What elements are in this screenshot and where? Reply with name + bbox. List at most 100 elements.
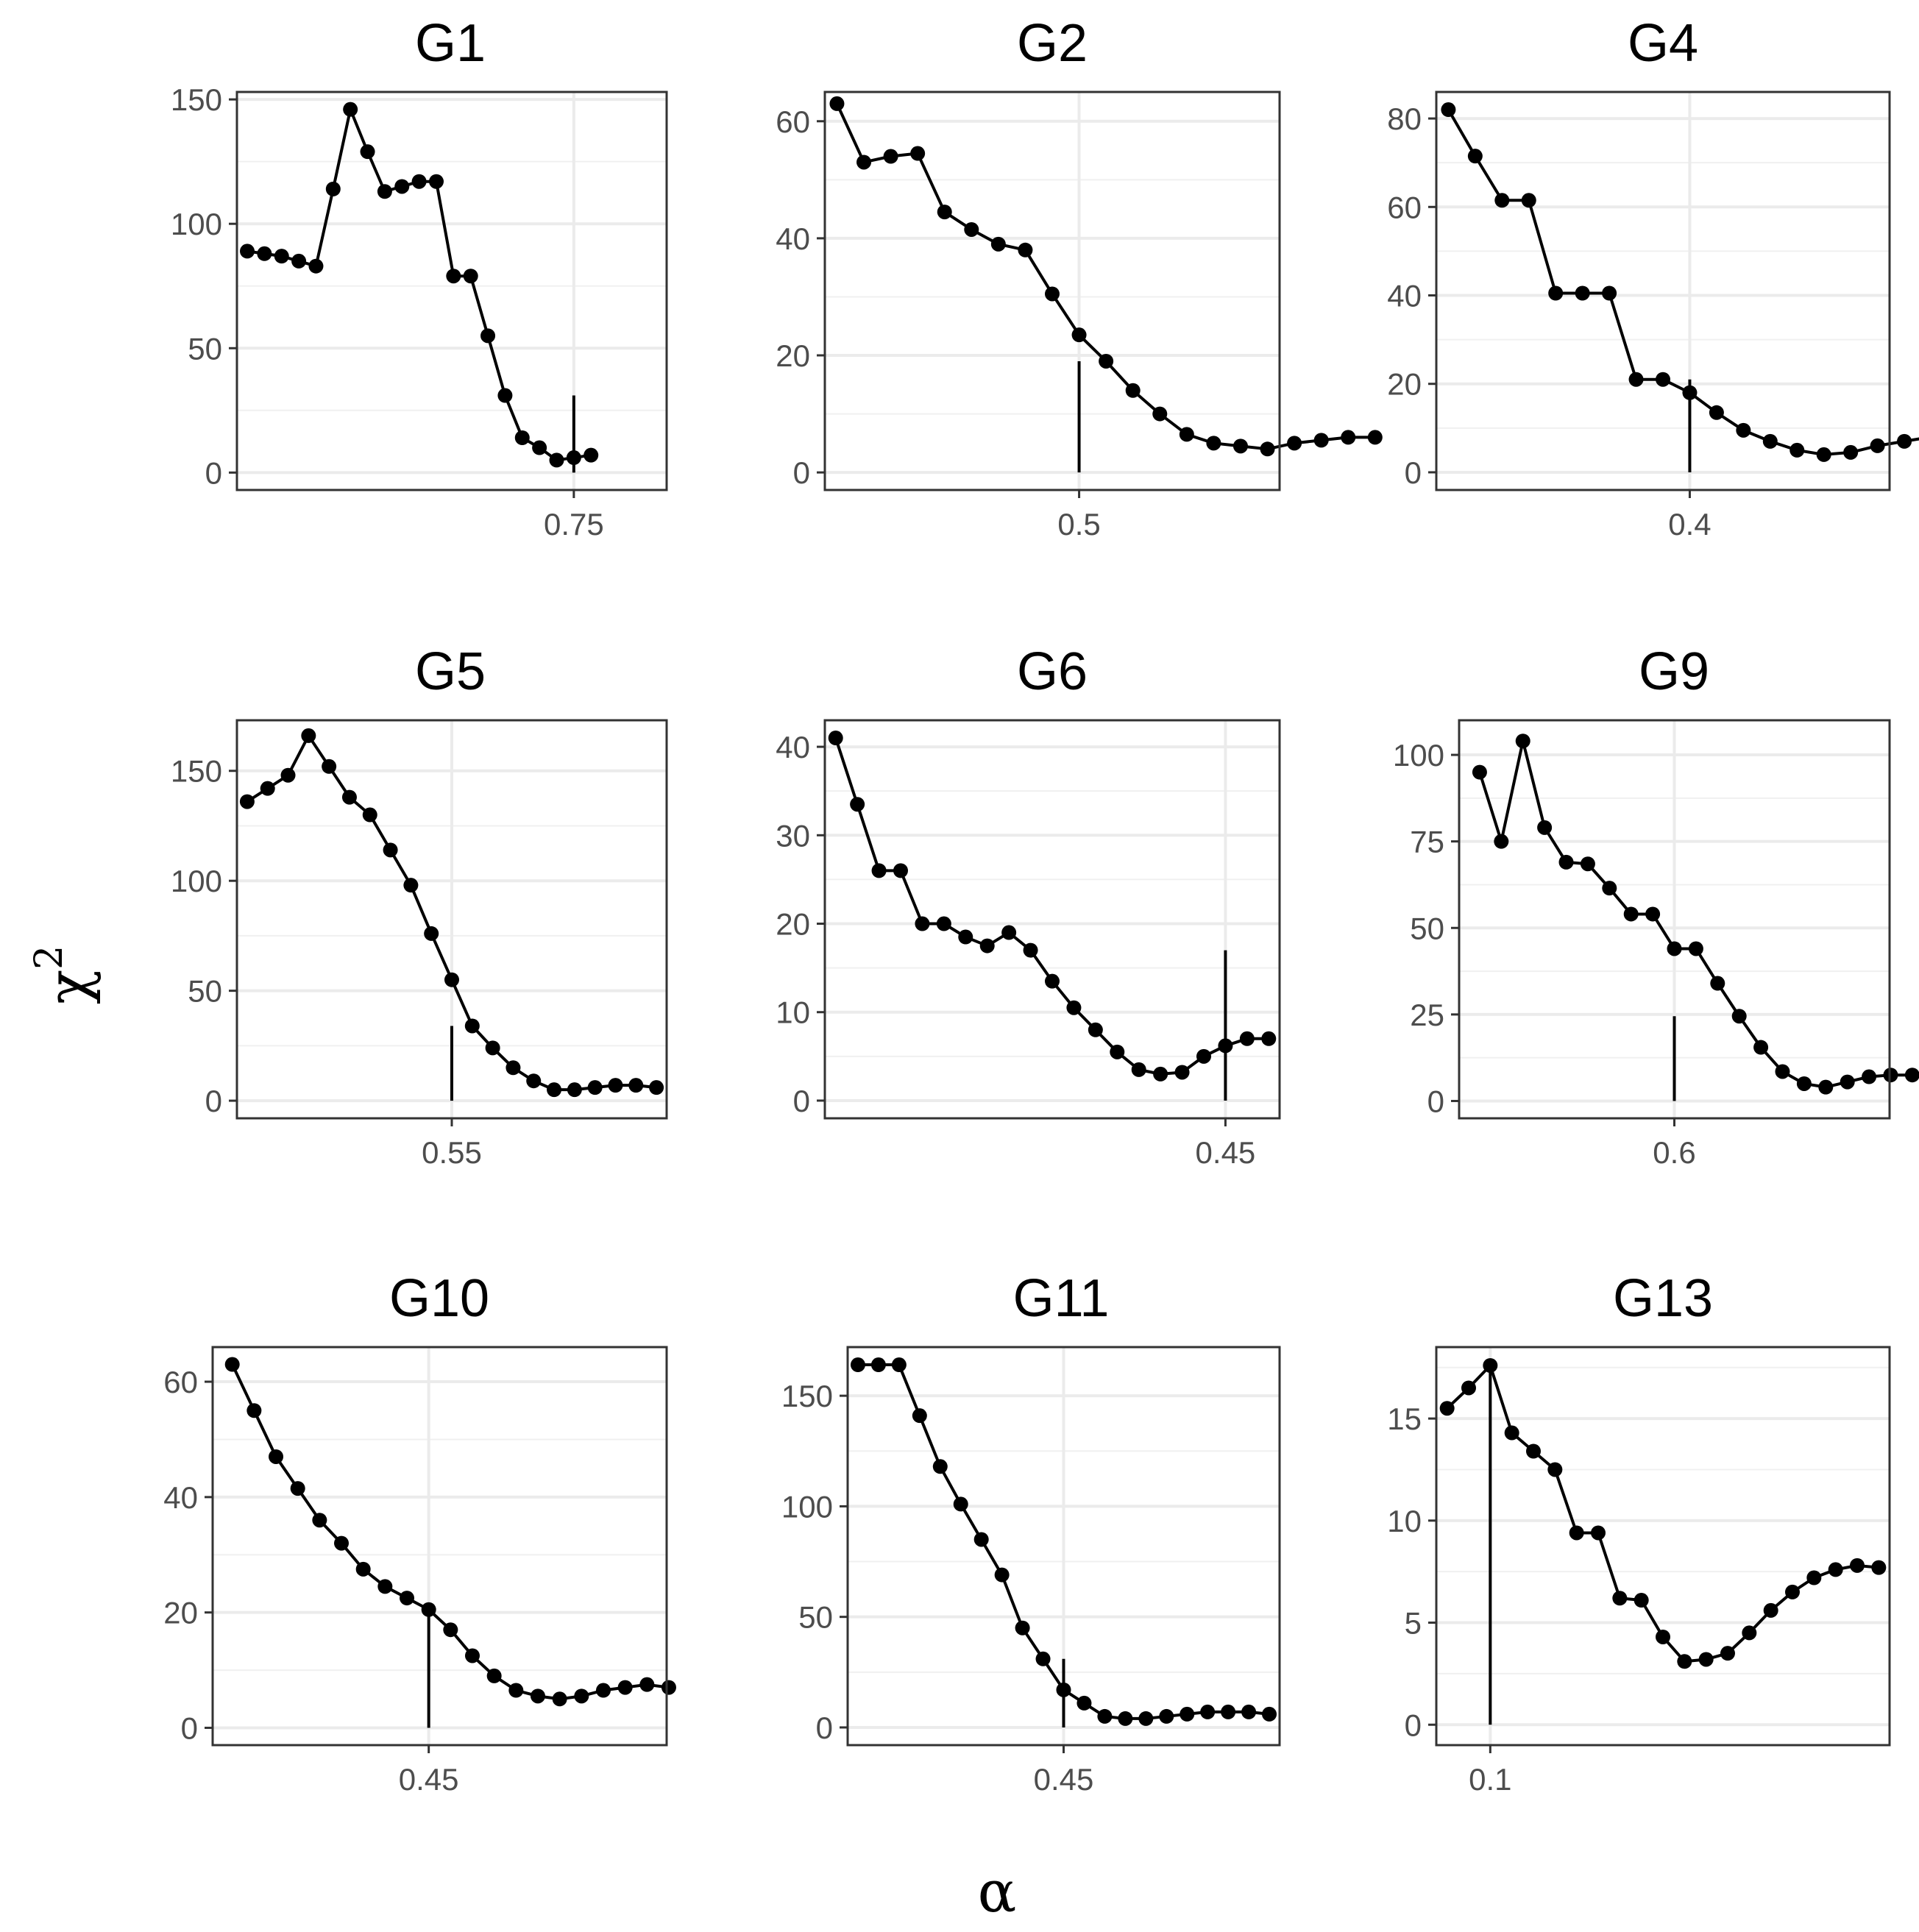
y-axis-title: χ2	[27, 945, 102, 1004]
data-point	[1796, 1076, 1812, 1091]
data-point	[508, 1683, 524, 1698]
data-point	[595, 1683, 611, 1698]
data-point	[290, 1481, 305, 1496]
data-point	[1494, 193, 1510, 208]
data-point	[394, 179, 410, 194]
data-point	[1667, 941, 1682, 956]
panel-g1: G1 0 50 100 150 0.75	[171, 14, 668, 541]
data-point	[1313, 433, 1329, 448]
data-point	[1785, 1584, 1800, 1599]
data-point	[958, 929, 973, 945]
panel-title: G13	[1613, 1269, 1713, 1328]
y-tick-label: 0	[181, 1711, 198, 1745]
data-point	[661, 1680, 676, 1695]
panel-background	[1436, 92, 1890, 490]
data-point	[1483, 1357, 1498, 1373]
data-point	[325, 181, 341, 196]
x-tick-label: 0.45	[399, 1762, 459, 1797]
panel-background	[825, 720, 1280, 1118]
panel-title: G11	[1013, 1269, 1110, 1328]
data-point	[1897, 433, 1912, 449]
y-tick-label: 0	[793, 1084, 810, 1118]
y-tick-label: 150	[171, 754, 222, 789]
data-point	[1232, 438, 1248, 454]
y-tick-label: 150	[171, 82, 222, 117]
data-point	[400, 1591, 415, 1606]
panel-title: G6	[1017, 642, 1088, 701]
y-axis-title-superscript: 2	[27, 945, 71, 970]
data-point	[1260, 441, 1275, 457]
y-tick-label: 0	[1405, 455, 1422, 490]
panel-title: G10	[389, 1269, 489, 1328]
data-point	[1174, 1065, 1190, 1080]
data-point	[239, 794, 255, 809]
data-point	[1742, 1625, 1757, 1641]
panel-g13: G13 0 5 10 15 0.1	[1387, 1269, 1891, 1797]
data-point	[1731, 1009, 1747, 1024]
data-point	[497, 388, 513, 403]
data-point	[383, 842, 398, 858]
data-point	[1612, 1591, 1628, 1606]
data-point	[1818, 1079, 1834, 1095]
data-point	[828, 731, 843, 746]
data-point	[506, 1060, 521, 1076]
data-point	[1656, 372, 1670, 387]
svg-text:χ2: χ2	[27, 945, 102, 1004]
panel-g2: G2 0 20 40 60 0.5	[776, 14, 1383, 541]
data-point	[1843, 444, 1859, 460]
panel-g10: G10 0 20 40 60 0.45	[163, 1269, 676, 1797]
data-point	[1709, 405, 1724, 420]
data-point	[566, 450, 581, 466]
data-point	[1862, 1069, 1877, 1084]
x-tick-label: 0.1	[1469, 1762, 1511, 1797]
panel-border	[211, 1346, 668, 1747]
data-point	[1180, 1706, 1195, 1722]
panel-g6: G6 0 10 20 30 40 0.45	[776, 642, 1281, 1170]
data-point	[355, 1561, 371, 1577]
data-point	[1118, 1711, 1133, 1726]
data-point	[1341, 430, 1356, 445]
y-tick-label: 40	[776, 730, 810, 764]
data-point	[514, 430, 530, 445]
panel-title: G1	[415, 14, 486, 73]
y-tick-label: 10	[1387, 1504, 1422, 1538]
data-point	[1287, 436, 1302, 451]
y-tick-label: 20	[776, 907, 810, 942]
data-point	[1045, 286, 1060, 302]
data-point	[1698, 1652, 1714, 1667]
data-point	[1097, 1708, 1113, 1724]
data-point	[1720, 1646, 1735, 1661]
data-point	[1441, 102, 1456, 118]
facet-panels: G10501001500.75G202040600.5G40204060800.…	[163, 14, 1919, 1797]
x-tick-label: 0.55	[422, 1135, 482, 1170]
data-point	[463, 269, 478, 284]
data-point	[341, 789, 357, 805]
y-tick-label: 40	[1387, 279, 1422, 313]
data-point	[953, 1496, 968, 1512]
data-point	[973, 1532, 989, 1547]
data-point	[552, 1691, 567, 1707]
y-tick-label: 0	[816, 1711, 833, 1745]
data-point	[1131, 1062, 1146, 1077]
data-point	[1056, 1682, 1071, 1697]
y-tick-label: 0	[1405, 1708, 1422, 1742]
data-point	[567, 1082, 582, 1098]
data-point	[464, 1018, 480, 1034]
panel-title: G4	[1628, 14, 1698, 73]
data-point	[1828, 1562, 1843, 1577]
data-point	[1200, 1704, 1216, 1719]
data-point	[464, 1648, 480, 1663]
data-point	[1762, 433, 1778, 449]
data-point	[1591, 1525, 1606, 1541]
data-point	[291, 253, 307, 269]
panel-border	[235, 90, 668, 491]
y-tick-label: 60	[163, 1365, 198, 1399]
y-tick-label: 75	[1410, 825, 1444, 859]
data-point	[1871, 1560, 1887, 1575]
data-point	[1710, 976, 1725, 991]
data-point	[870, 1357, 886, 1373]
data-point	[274, 249, 289, 264]
data-point	[240, 244, 255, 259]
data-point	[1688, 941, 1703, 956]
